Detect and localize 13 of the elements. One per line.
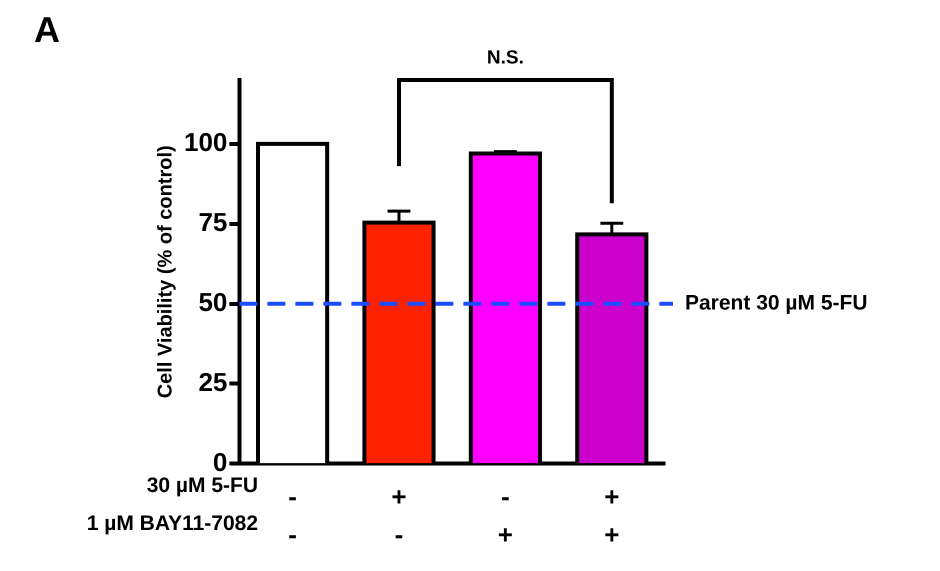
x-tick-label: + - [391,482,407,550]
ref-line-label: Parent 30 µM 5-FU [685,292,868,315]
y-tick-label: 25 [198,366,228,397]
y-axis-title: Cell Viability (% of control) [154,145,177,398]
text: N.S. [486,48,524,69]
y-tick-label: 50 [198,286,228,317]
x-tick-label: - - [288,482,297,550]
text: A [34,8,60,50]
text: 1 µM BAY11-7082 [86,512,258,535]
y-tick-label: 100 [184,127,228,158]
x-tick-label: - + [498,482,513,550]
y-tick-label: 75 [198,207,228,238]
x-tick-label: + + [604,482,620,550]
